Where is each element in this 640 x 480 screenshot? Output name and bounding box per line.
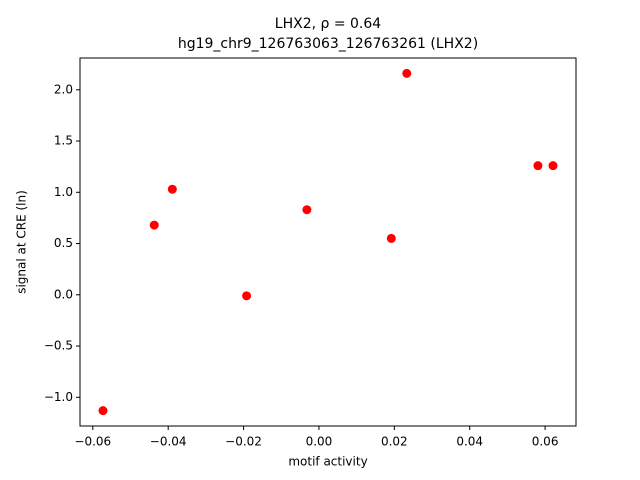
plot-frame — [79, 57, 577, 427]
x-tick-label: 0.02 — [381, 435, 408, 449]
point — [98, 406, 108, 416]
point — [386, 233, 396, 243]
y-tick-label: 1.0 — [54, 185, 73, 199]
x-tick-label: 0.06 — [532, 435, 559, 449]
y-tick-label: 0.0 — [54, 287, 73, 301]
point — [242, 291, 252, 301]
y-axis-label: signal at CRE (ln) — [15, 190, 29, 294]
point — [167, 184, 177, 194]
y-tick-label: 2.0 — [54, 82, 73, 96]
x-tick-label: −0.02 — [225, 435, 262, 449]
y-tick-label: −1.0 — [44, 390, 73, 404]
chart-title: LHX2, ρ = 0.64 — [275, 16, 382, 32]
y-tick-label: 0.5 — [54, 236, 73, 250]
x-tick-label: 0.04 — [456, 435, 483, 449]
y-tick-label: −0.5 — [44, 339, 73, 353]
chart-subtitle: hg19_chr9_126763063_126763261 (LHX2) — [178, 36, 478, 52]
x-tick-label: −0.04 — [150, 435, 187, 449]
point — [533, 161, 543, 171]
point — [302, 205, 312, 215]
point — [149, 220, 159, 230]
y-tick-label: 1.5 — [54, 134, 73, 148]
x-tick-label: 0.00 — [306, 435, 333, 449]
point — [548, 161, 558, 171]
x-tick-label: −0.06 — [74, 435, 111, 449]
x-axis-label: motif activity — [288, 455, 367, 469]
point — [402, 68, 412, 78]
